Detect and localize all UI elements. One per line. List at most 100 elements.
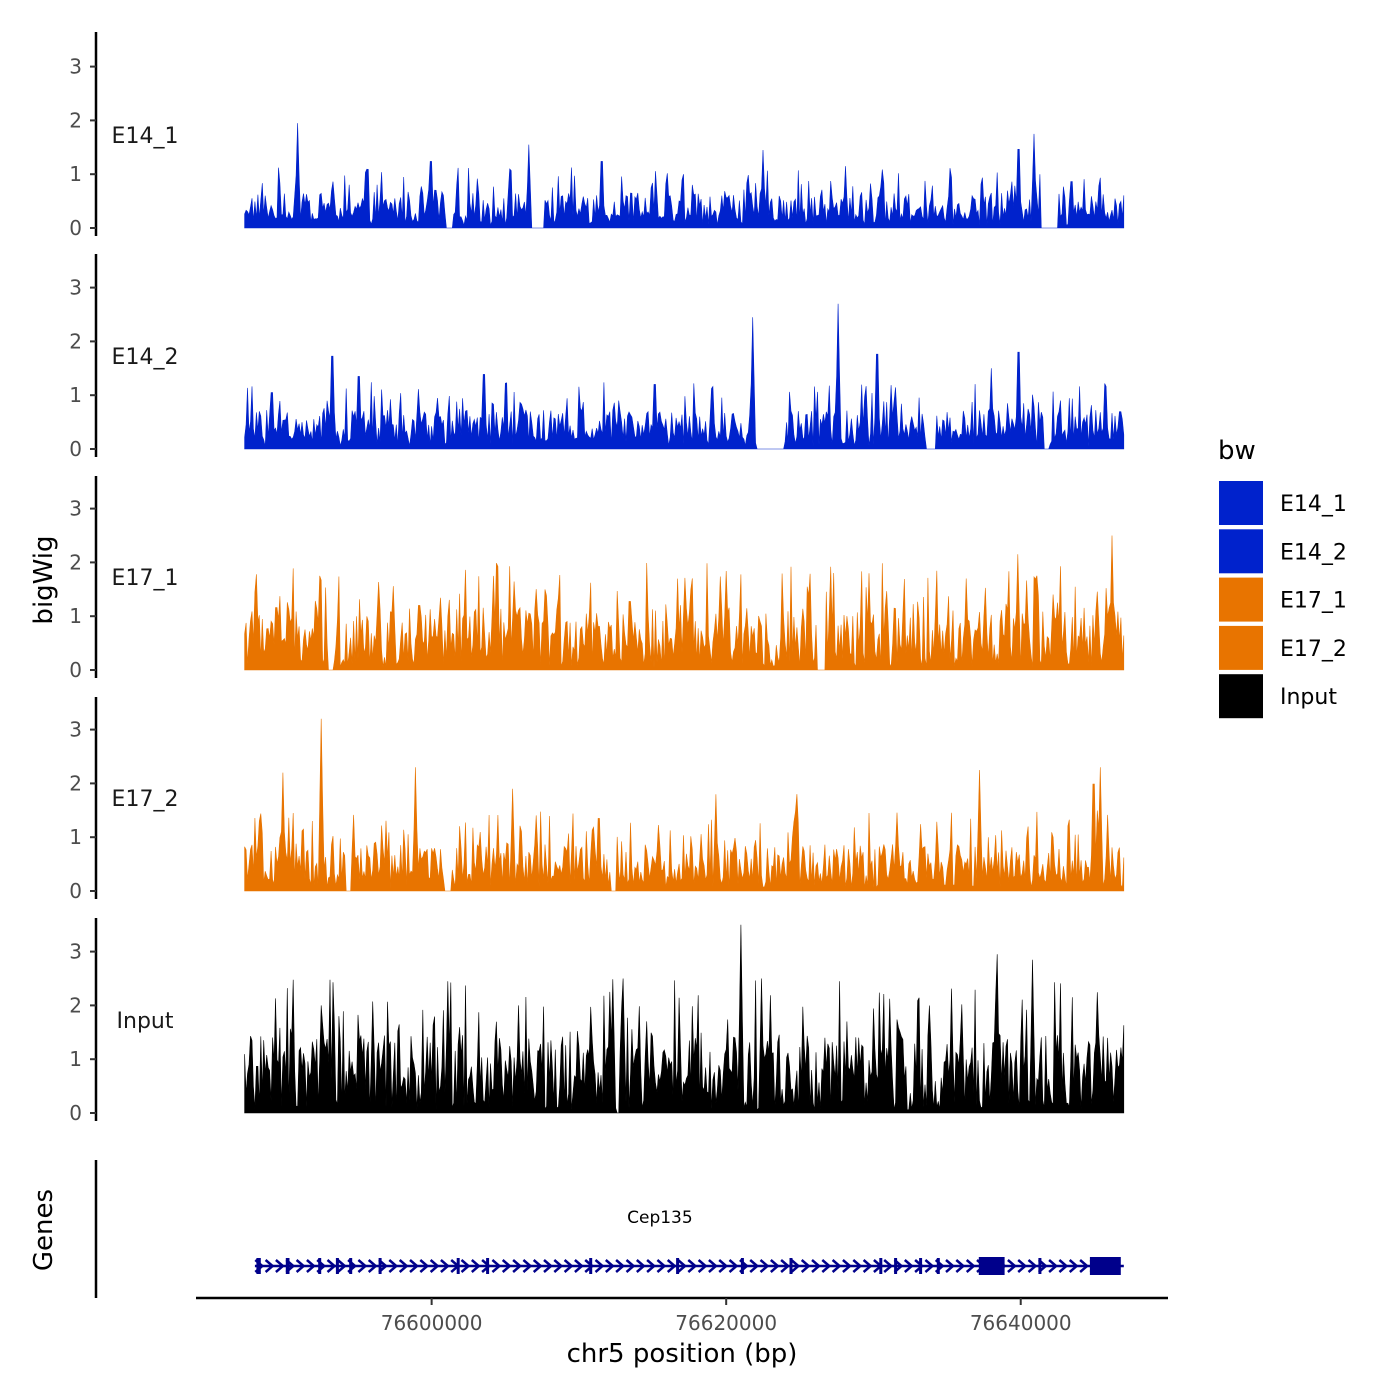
strand-arrow — [491, 1259, 502, 1273]
y-tick-label: 2 — [69, 108, 82, 132]
y-tick-label: 2 — [69, 329, 82, 353]
strand-arrow — [429, 1259, 440, 1273]
strand-arrow — [1058, 1259, 1069, 1273]
strand-arrow — [687, 1259, 698, 1273]
gene-exon — [676, 1258, 680, 1274]
x-tick-label: 76600000 — [381, 1311, 483, 1335]
signal-area-Input — [244, 924, 1125, 1114]
signal-area-E17_2 — [244, 718, 1125, 892]
signal-area-E14_1 — [244, 123, 1125, 229]
legend-title: bw — [1218, 436, 1256, 466]
strand-arrow — [367, 1259, 378, 1273]
track-E14_2: 0 1 2 3 E14_2 — [69, 254, 1125, 461]
track-label-E17_2: E17_2 — [112, 787, 179, 812]
strand-arrow — [388, 1259, 399, 1273]
gene-Cep135: Cep135 — [254, 1208, 1124, 1275]
strand-arrow — [615, 1259, 626, 1273]
signal-area-E14_2 — [244, 303, 1125, 450]
strand-arrow — [409, 1259, 419, 1273]
strand-arrow — [903, 1259, 914, 1273]
track-E14_1: 0 1 2 3 E14_1 — [69, 32, 1125, 240]
strand-arrow — [842, 1259, 852, 1273]
strand-arrow — [532, 1259, 543, 1273]
strand-arrow — [357, 1259, 368, 1273]
strand-arrow — [883, 1259, 894, 1273]
strand-arrow — [811, 1259, 821, 1273]
legend-label-E17_1: E17_1 — [1280, 589, 1347, 614]
strand-arrow — [574, 1259, 584, 1273]
strand-arrow — [677, 1259, 687, 1273]
y-tick-label: 0 — [69, 1101, 82, 1125]
strand-arrow — [264, 1259, 275, 1273]
legend-label-E17_2: E17_2 — [1280, 637, 1347, 662]
strand-arrow — [1007, 1259, 1017, 1273]
strand-arrow — [718, 1259, 729, 1273]
track-label-Input: Input — [117, 1009, 174, 1034]
strand-arrow — [460, 1259, 471, 1273]
y-tick-label: 3 — [69, 940, 82, 964]
y-tick-label: 3 — [69, 276, 82, 300]
strand-arrow — [336, 1259, 347, 1273]
y-tick-label: 3 — [69, 497, 82, 521]
strand-arrow — [306, 1259, 316, 1273]
y-tick-label: 3 — [69, 55, 82, 79]
strand-arrow — [594, 1259, 605, 1273]
strand-arrow — [625, 1259, 636, 1273]
strand-arrow — [635, 1259, 646, 1273]
gene-exon — [285, 1258, 290, 1274]
strand-arrow — [398, 1259, 409, 1273]
strand-arrow — [1017, 1259, 1028, 1273]
y-tick-label: 2 — [69, 771, 82, 795]
strand-arrow — [780, 1259, 791, 1273]
strand-arrow — [759, 1259, 770, 1273]
gene-exon — [1089, 1257, 1121, 1275]
track-label-E17_1: E17_1 — [112, 566, 179, 591]
gene-exon — [1038, 1258, 1042, 1274]
strand-arrow — [749, 1259, 760, 1273]
strand-arrow — [852, 1259, 863, 1273]
gene-exon — [456, 1258, 460, 1274]
gene-exon — [335, 1258, 339, 1274]
strand-arrow — [512, 1259, 523, 1273]
y-tick-label: 2 — [69, 550, 82, 574]
y-tick-label: 0 — [69, 216, 82, 240]
strand-arrow — [821, 1259, 832, 1273]
gene-exon — [936, 1258, 940, 1274]
gene-exon — [589, 1258, 593, 1274]
y-tick-label: 1 — [69, 383, 82, 407]
x-tick-label: 76640000 — [970, 1311, 1072, 1335]
strand-arrow — [831, 1259, 842, 1273]
strand-arrow — [326, 1259, 337, 1273]
y-axis-title: bigWig — [29, 535, 59, 624]
gene-exon — [978, 1257, 1005, 1275]
gene-name-label: Cep135 — [627, 1208, 693, 1228]
legend-key-E14_2 — [1219, 529, 1263, 574]
gene-exon — [486, 1258, 490, 1274]
y-tick-label: 1 — [69, 825, 82, 849]
legend-key-E17_2 — [1219, 625, 1263, 670]
gene-exon — [378, 1258, 382, 1274]
gene-panel-label: Genes — [29, 1189, 59, 1271]
x-tick-label: 76620000 — [675, 1311, 777, 1335]
track-label-E14_1: E14_1 — [112, 124, 179, 149]
gene-exon — [894, 1258, 898, 1274]
strand-arrow — [800, 1259, 811, 1273]
strand-arrow — [470, 1259, 481, 1273]
gene-exon — [349, 1258, 353, 1274]
strand-arrow — [563, 1259, 574, 1273]
legend-key-E14_1 — [1219, 481, 1263, 525]
y-tick-label: 3 — [69, 718, 82, 742]
legend-label-Input: Input — [1280, 685, 1337, 710]
track-E17_2: 0 1 2 3 E17_2 — [69, 697, 1125, 903]
y-tick-label: 2 — [69, 993, 82, 1017]
strand-arrow — [708, 1259, 718, 1273]
strand-arrow — [790, 1259, 801, 1273]
track-label-E14_2: E14_2 — [112, 345, 179, 370]
strand-arrow — [924, 1259, 935, 1273]
gene-exon — [318, 1258, 322, 1274]
x-axis-title: chr5 position (bp) — [567, 1339, 798, 1369]
gene-exon — [919, 1258, 923, 1274]
strand-arrow — [965, 1259, 976, 1273]
gene-exon — [740, 1258, 744, 1274]
